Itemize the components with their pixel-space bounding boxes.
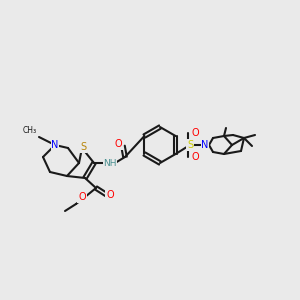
Text: S: S <box>187 140 193 150</box>
Text: O: O <box>78 192 86 202</box>
Text: N: N <box>51 140 59 150</box>
Text: NH: NH <box>103 158 117 167</box>
Text: O: O <box>191 152 199 162</box>
Text: O: O <box>106 190 114 200</box>
Text: O: O <box>191 128 199 138</box>
Text: O: O <box>114 139 122 149</box>
Text: N: N <box>201 140 209 150</box>
Text: S: S <box>80 142 86 152</box>
Text: CH₃: CH₃ <box>23 126 37 135</box>
